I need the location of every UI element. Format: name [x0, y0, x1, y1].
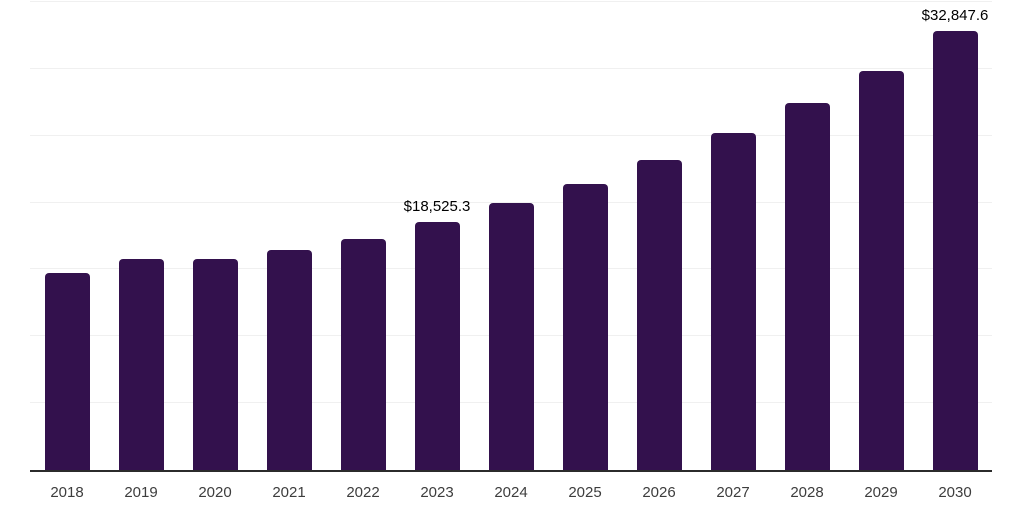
x-axis-label-2022: 2022: [346, 484, 380, 501]
bar-2026: [636, 159, 682, 470]
bar-2023: [414, 222, 460, 470]
x-axis: 2018 2019 2020 2021 2022 2023 2024 2025 2026 2027…: [0, 484, 1024, 504]
gridline: [30, 134, 992, 136]
gridline: [30, 67, 992, 69]
x-axis-label-2025: 2025: [568, 484, 602, 501]
x-axis-label-2019: 2019: [124, 484, 158, 501]
x-axis-label-2020: 2020: [198, 484, 232, 501]
bar-2029: [858, 70, 904, 470]
bar-2022: [340, 238, 386, 470]
x-axis-label-2030: 2030: [938, 484, 972, 501]
bar-2027: [710, 133, 756, 470]
bar-value-label-2023: $18,525.3: [403, 198, 471, 216]
bar-2030: [932, 30, 978, 470]
bar-2018: [44, 272, 90, 470]
gridline: [30, 1, 992, 2]
x-axis-label-2027: 2027: [716, 484, 750, 501]
x-axis-label-2029: 2029: [864, 484, 898, 501]
x-axis-label-2023: 2023: [420, 484, 454, 501]
bar-2028: [784, 103, 830, 470]
x-axis-label-2026: 2026: [642, 484, 676, 501]
x-axis-label-2021: 2021: [272, 484, 306, 501]
bar-2019: [118, 259, 164, 470]
bar-2020: [192, 258, 238, 470]
x-axis-label-2018: 2018: [50, 484, 84, 501]
bar-2025: [562, 183, 608, 470]
x-axis-label-2028: 2028: [790, 484, 824, 501]
gridline: [30, 201, 992, 203]
bar-2021: [266, 250, 312, 470]
plot-area: $18,525.3 $32,847.6: [30, 1, 992, 472]
bar-2024: [488, 203, 534, 470]
bar-value-label-2030: $32,847.6: [921, 6, 989, 24]
x-axis-label-2024: 2024: [494, 484, 528, 501]
